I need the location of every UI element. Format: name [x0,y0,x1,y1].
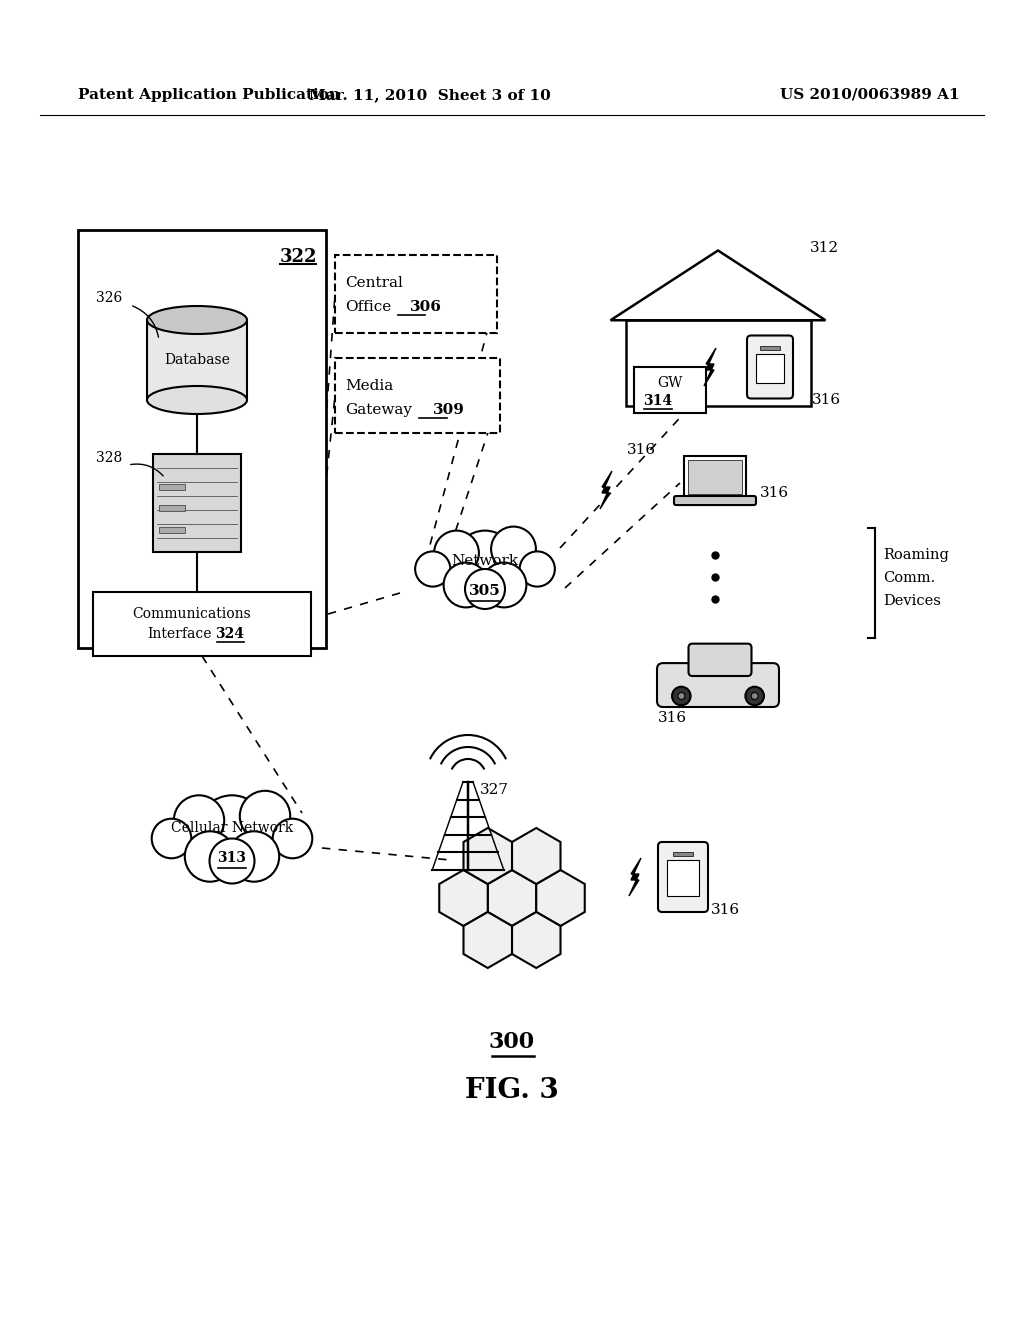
Text: FIG. 3: FIG. 3 [465,1077,559,1104]
Circle shape [443,562,488,607]
Circle shape [465,569,505,609]
Bar [667,861,699,896]
Text: 322: 322 [280,248,316,267]
Polygon shape [629,858,641,896]
FancyBboxPatch shape [657,663,779,708]
Bar [626,321,811,405]
Circle shape [745,686,764,705]
FancyBboxPatch shape [674,496,756,506]
Bar [78,230,326,648]
Text: 305: 305 [469,583,501,598]
Bar [760,346,780,350]
Circle shape [152,818,191,858]
Circle shape [415,552,451,586]
Bar [159,483,185,490]
Circle shape [174,795,224,846]
Circle shape [198,795,266,863]
Polygon shape [487,870,537,927]
Text: 309: 309 [433,403,465,417]
Circle shape [272,818,312,858]
Text: Devices: Devices [883,594,941,609]
FancyBboxPatch shape [746,335,793,399]
Text: 316: 316 [760,486,790,500]
Bar [93,591,311,656]
Bar [634,367,706,413]
FancyBboxPatch shape [335,358,500,433]
Polygon shape [464,828,512,884]
Text: Interface: Interface [147,627,212,642]
Circle shape [210,838,255,883]
Bar [673,851,693,855]
Text: 316: 316 [658,711,687,725]
Ellipse shape [147,306,247,334]
Text: 316: 316 [627,444,656,457]
Bar [756,354,784,383]
Circle shape [481,562,526,607]
Circle shape [434,531,479,576]
Text: 327: 327 [480,783,509,797]
Text: 312: 312 [810,242,839,255]
Text: Network: Network [452,554,518,568]
Text: 300: 300 [488,1031,536,1053]
Circle shape [672,686,690,705]
Bar [147,319,247,400]
Ellipse shape [147,385,247,414]
Text: 324: 324 [215,627,245,642]
Polygon shape [610,251,825,321]
Text: GW: GW [656,376,682,389]
Polygon shape [512,912,560,968]
Text: Media: Media [345,379,393,393]
Circle shape [519,552,555,586]
Bar [688,459,742,494]
Bar [159,527,185,533]
Bar [153,454,241,552]
Text: 306: 306 [410,300,442,314]
FancyBboxPatch shape [658,842,708,912]
Polygon shape [464,912,512,968]
FancyBboxPatch shape [335,255,497,333]
Text: 328: 328 [96,451,122,465]
Polygon shape [705,348,716,385]
Circle shape [228,832,280,882]
Circle shape [752,693,758,700]
Text: 314: 314 [643,393,672,408]
Text: Communications: Communications [133,607,251,620]
Text: 316: 316 [711,903,740,917]
Text: 313: 313 [217,851,247,865]
Bar [159,506,185,511]
Circle shape [455,531,515,591]
Text: Patent Application Publication: Patent Application Publication [78,88,340,102]
Text: Mar. 11, 2010  Sheet 3 of 10: Mar. 11, 2010 Sheet 3 of 10 [309,88,551,102]
Polygon shape [537,870,585,927]
Text: Gateway: Gateway [345,403,412,417]
Text: US 2010/0063989 A1: US 2010/0063989 A1 [780,88,959,102]
Text: Database: Database [164,352,230,367]
Polygon shape [512,828,560,884]
Text: Office: Office [345,300,391,314]
Text: Central: Central [345,276,402,290]
Text: Cellular Network: Cellular Network [171,821,293,836]
Polygon shape [439,870,487,927]
Bar [684,455,746,498]
Text: 316: 316 [812,393,841,407]
Circle shape [240,791,290,841]
Text: 326: 326 [96,290,122,305]
Text: Comm.: Comm. [883,572,935,585]
Circle shape [184,832,236,882]
Circle shape [492,527,536,572]
Text: Roaming: Roaming [883,548,949,562]
Polygon shape [600,471,612,510]
Circle shape [678,693,685,700]
FancyBboxPatch shape [688,644,752,676]
